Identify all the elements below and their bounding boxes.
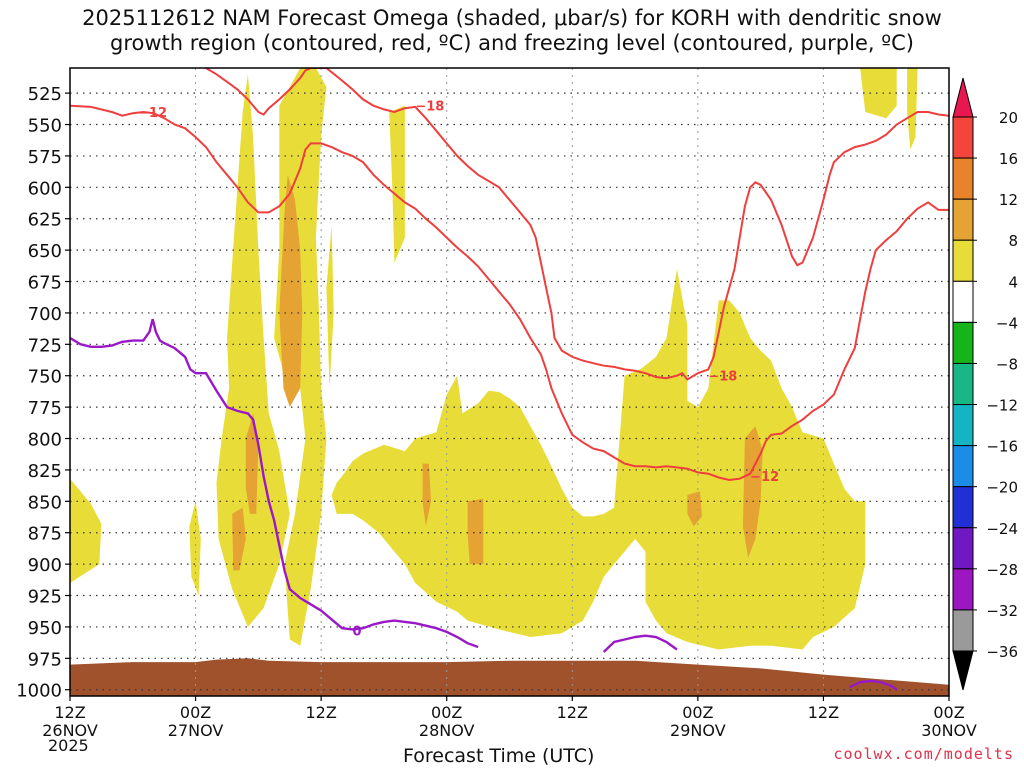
colorbar: 20 16 12 8 4 −4 −8 −12 −16 −20 −24 −28 −32 −36 bbox=[952, 77, 1018, 691]
x-axis-year: 2025 bbox=[48, 736, 89, 755]
colorbar-bottom-arrow bbox=[952, 650, 974, 691]
x-tick-label-60: 00Z bbox=[682, 703, 713, 722]
y-tick-label-525: 525 bbox=[28, 84, 62, 105]
y-tick-label-1000: 1000 bbox=[16, 681, 62, 702]
x-tick-label-24: 12Z bbox=[305, 703, 336, 722]
x-tick-label-12: 00Z bbox=[180, 703, 211, 722]
x-axis-label: Forecast Time (UTC) bbox=[403, 745, 595, 767]
colorbar-label-7: −12 bbox=[986, 397, 1018, 415]
colorbar-swatch-6 bbox=[952, 362, 974, 406]
plot-area: −12 −12 −18 −18 0 bbox=[70, 68, 949, 696]
omega-region-12 bbox=[422, 463, 431, 527]
omega-region-2 bbox=[216, 74, 290, 627]
title-line-2: growth region (contoured, red, ºC) and f… bbox=[110, 31, 914, 55]
colorbar-label-1: 16 bbox=[999, 150, 1018, 168]
colorbar-label-8: −16 bbox=[986, 438, 1018, 456]
x-tick-label-0: 12Z bbox=[54, 703, 85, 722]
colorbar-swatch-4 bbox=[952, 280, 974, 323]
colorbar-swatch-0 bbox=[952, 116, 974, 159]
colorbar-label-2: 12 bbox=[999, 191, 1018, 209]
purple-contour-label-0: 0 bbox=[353, 625, 362, 640]
y-tick-label-900: 900 bbox=[28, 555, 62, 576]
red-contour-label-2: −18 bbox=[415, 100, 444, 115]
colorbar-label-12: −32 bbox=[986, 602, 1018, 620]
omega-region-0 bbox=[70, 478, 102, 583]
y-tick-label-950: 950 bbox=[28, 618, 62, 639]
colorbar-swatch-10 bbox=[952, 527, 974, 570]
x-tick-date-84: 30NOV bbox=[921, 721, 977, 740]
y-tick-label-975: 975 bbox=[28, 649, 62, 670]
omega-region-10 bbox=[245, 413, 259, 514]
red-contour-2 bbox=[205, 68, 949, 381]
y-tick-label-550: 550 bbox=[28, 116, 62, 137]
red-contour-label-1: −12 bbox=[750, 470, 779, 485]
omega-region-9 bbox=[279, 174, 303, 408]
colorbar-swatch-1 bbox=[952, 157, 974, 200]
y-tick-label-850: 850 bbox=[28, 492, 62, 513]
ground-fill bbox=[70, 658, 949, 696]
colorbar-swatch-11 bbox=[952, 568, 974, 611]
purple-contour-1 bbox=[602, 634, 678, 653]
x-tick-date-0: 26NOV bbox=[42, 721, 98, 740]
y-tick-label-675: 675 bbox=[28, 273, 62, 294]
x-tick-label-72: 12Z bbox=[808, 703, 839, 722]
x-tick-label-84: 00Z bbox=[933, 703, 964, 722]
omega-region-8 bbox=[907, 68, 918, 150]
red-contour-label-3: −18 bbox=[708, 370, 737, 385]
y-tick-label-650: 650 bbox=[28, 241, 62, 262]
x-tick-date-60: 29NOV bbox=[670, 721, 726, 740]
chart-title: 2025112612 NAM Forecast Omega (shaded, μ… bbox=[0, 6, 1024, 56]
credit-text[interactable]: coolwx.com/modelts bbox=[833, 745, 1014, 763]
omega-region-1 bbox=[189, 501, 201, 596]
omega-region-7 bbox=[860, 68, 897, 119]
colorbar-label-5: −4 bbox=[996, 314, 1018, 332]
colorbar-swatch-8 bbox=[952, 445, 974, 488]
y-tick-label-775: 775 bbox=[28, 398, 62, 419]
colorbar-swatch-12 bbox=[952, 609, 974, 652]
omega-region-6 bbox=[331, 269, 866, 650]
x-tick-label-48: 12Z bbox=[557, 703, 588, 722]
y-tick-label-700: 700 bbox=[28, 304, 62, 325]
colorbar-label-10: −24 bbox=[986, 520, 1018, 538]
omega-region-5 bbox=[389, 105, 405, 263]
colorbar-label-3: 8 bbox=[1008, 232, 1018, 250]
colorbar-label-13: −36 bbox=[986, 643, 1018, 661]
y-tick-label-800: 800 bbox=[28, 430, 62, 451]
y-tick-label-600: 600 bbox=[28, 178, 62, 199]
colorbar-label-4: 4 bbox=[1008, 273, 1018, 291]
y-tick-label-575: 575 bbox=[28, 147, 62, 168]
omega-region-13 bbox=[467, 498, 484, 565]
colorbar-top-arrow bbox=[952, 77, 974, 118]
title-line-1: 2025112612 NAM Forecast Omega (shaded, μ… bbox=[82, 6, 942, 30]
colorbar-swatch-7 bbox=[952, 404, 974, 447]
x-tick-date-12: 27NOV bbox=[168, 721, 224, 740]
y-tick-label-625: 625 bbox=[28, 210, 62, 231]
y-tick-label-725: 725 bbox=[28, 335, 62, 356]
colorbar-label-11: −28 bbox=[986, 561, 1018, 579]
red-contour-label-0: −12 bbox=[138, 106, 167, 121]
plot-frame bbox=[69, 67, 950, 697]
colorbar-label-9: −20 bbox=[986, 479, 1018, 497]
colorbar-label-0: 20 bbox=[999, 109, 1018, 127]
colorbar-swatch-2 bbox=[952, 198, 974, 241]
purple-contour-2 bbox=[849, 679, 898, 691]
y-tick-label-750: 750 bbox=[28, 367, 62, 388]
x-tick-date-36: 28NOV bbox=[419, 721, 475, 740]
colorbar-swatch-9 bbox=[952, 486, 974, 529]
omega-region-11 bbox=[232, 507, 246, 571]
y-tick-label-925: 925 bbox=[28, 587, 62, 608]
omega-region-4 bbox=[326, 225, 334, 389]
colorbar-swatch-5 bbox=[952, 321, 974, 364]
purple-contour-0 bbox=[70, 318, 479, 649]
x-tick-label-36: 00Z bbox=[431, 703, 462, 722]
colorbar-swatch-3 bbox=[952, 239, 974, 282]
y-tick-label-825: 825 bbox=[28, 461, 62, 482]
red-contour-0 bbox=[70, 104, 949, 482]
y-tick-label-875: 875 bbox=[28, 524, 62, 545]
colorbar-label-6: −8 bbox=[996, 355, 1018, 373]
